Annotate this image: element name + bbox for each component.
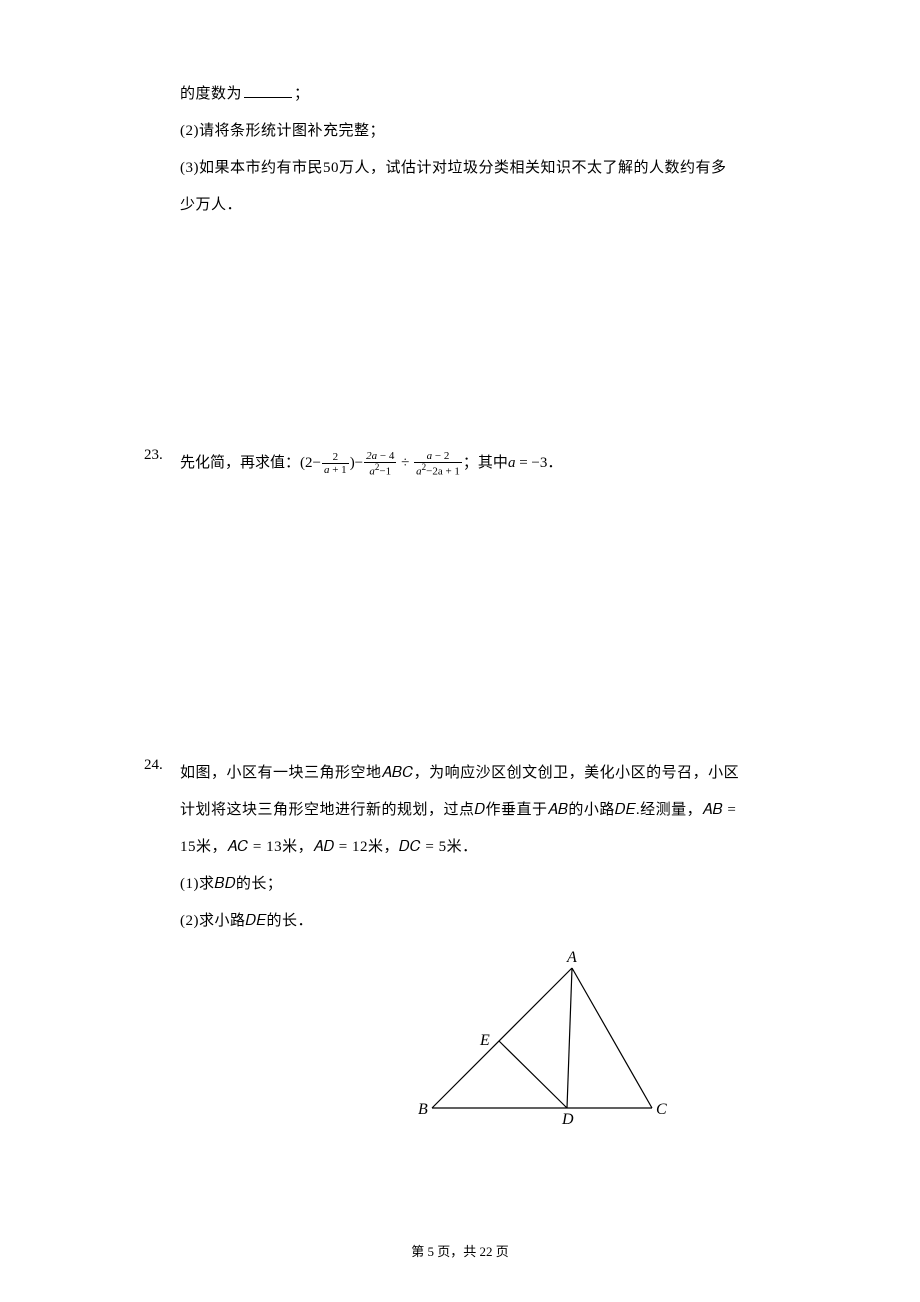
triangle-diagram: A B C D E xyxy=(402,948,682,1128)
q23-frac2: 2a − 4a2−1 xyxy=(364,450,396,478)
cont-line3a: (3)如果本市约有市民50万人，试估计对垃圾分类相关知识不太了解的人数约有多 xyxy=(180,152,780,185)
footer-total: 22 xyxy=(480,1244,493,1259)
q24-number: 24. xyxy=(144,757,180,774)
q23-mid1: )− xyxy=(350,455,363,471)
cont-line1-pre: 的度数为 xyxy=(180,86,242,102)
q24-figure: A B C D E xyxy=(180,948,784,1141)
q23-body: 先化简，再求值：(2−2a + 1)−2a − 4a2−1 ÷ a − 2a2−… xyxy=(180,447,784,480)
cont-line1-post: ； xyxy=(294,86,310,102)
footer-post: 页 xyxy=(493,1244,509,1259)
question-23: 23. 先化简，再求值：(2−2a + 1)−2a − 4a2−1 ÷ a − … xyxy=(144,447,784,480)
q24-line5: (2)求小路𝐷𝐸的长． xyxy=(180,905,784,938)
q23-number: 23. xyxy=(144,447,180,464)
footer-pre: 第 xyxy=(411,1244,427,1259)
q23-mid2: ÷ xyxy=(397,455,413,471)
q24-line4: (1)求𝐵𝐷的长； xyxy=(180,868,784,901)
cont-line2: (2)请将条形统计图补充完整； xyxy=(180,115,780,148)
q23-pre: 先化简，再求值：(2− xyxy=(180,455,321,471)
cont-line1: 的度数为 ； xyxy=(180,78,780,111)
question-24: 24. 如图，小区有一块三角形空地𝐴𝐵𝐶，为响应沙区创文创卫，美化小区的号召，小… xyxy=(144,757,784,1141)
cont-line3b: 少万人． xyxy=(180,189,780,222)
svg-text:C: C xyxy=(656,1101,667,1118)
q23-frac1: 2a + 1 xyxy=(322,451,349,476)
q24-line1: 如图，小区有一块三角形空地𝐴𝐵𝐶，为响应沙区创文创卫，美化小区的号召，小区 xyxy=(180,757,784,790)
q23-frac3: a − 2a2−2a + 1 xyxy=(414,450,462,478)
q23-post-c: = −3． xyxy=(515,455,562,471)
svg-text:B: B xyxy=(418,1101,428,1118)
q24-body: 如图，小区有一块三角形空地𝐴𝐵𝐶，为响应沙区创文创卫，美化小区的号召，小区 计划… xyxy=(180,757,784,1141)
q24-line3: 15米，𝐴𝐶 = 13米，𝐴𝐷 = 12米，𝐷𝐶 = 5米． xyxy=(180,831,784,864)
footer-mid: 页，共 xyxy=(434,1244,480,1259)
svg-text:D: D xyxy=(561,1111,574,1128)
q23-post-a: ；其中 xyxy=(463,455,508,471)
continued-question: 的度数为 ； (2)请将条形统计图补充完整； (3)如果本市约有市民50万人，试估… xyxy=(180,78,780,226)
svg-text:A: A xyxy=(566,949,577,966)
q24-line2: 计划将这块三角形空地进行新的规划，过点𝐷作垂直于𝐴𝐵的小路𝐷𝐸.经测量，𝐴𝐵 = xyxy=(180,794,784,827)
page-footer: 第 5 页，共 22 页 xyxy=(0,1241,920,1260)
blank-line xyxy=(244,96,292,98)
svg-text:E: E xyxy=(479,1032,490,1049)
